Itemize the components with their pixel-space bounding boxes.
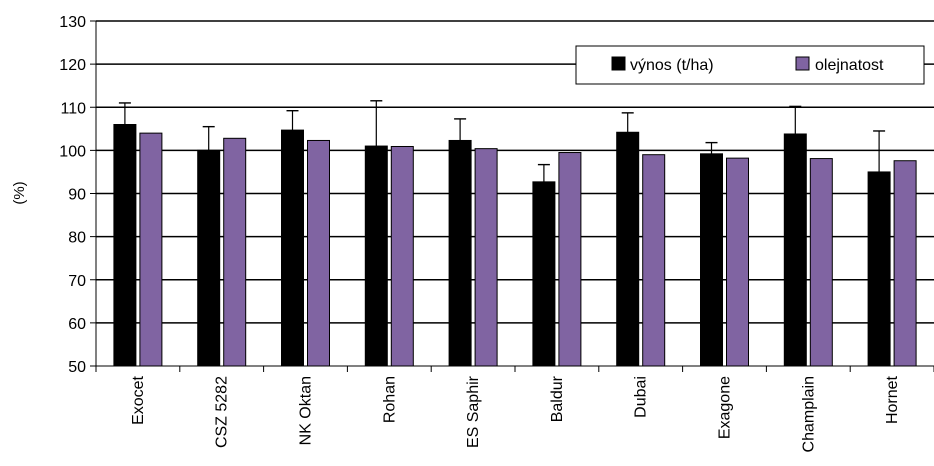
bar-vynos: [616, 131, 640, 367]
bar-vynos: [364, 145, 388, 367]
legend-box: [575, 45, 925, 85]
y-tick-label: 50: [68, 359, 86, 376]
x-tick-label: Hornet: [884, 375, 901, 424]
y-tick-label: 130: [59, 14, 86, 31]
bar-vynos: [532, 181, 556, 367]
x-tick-label: Dubai: [633, 376, 650, 418]
bar-vynos: [700, 153, 723, 367]
bar-olejnatost: [893, 160, 917, 367]
axes: [90, 20, 934, 372]
x-tick-label: ES Saphir: [465, 375, 482, 448]
y-tick-label: 80: [68, 230, 86, 247]
bar-olejnatost: [390, 145, 414, 367]
bar-vynos: [113, 124, 137, 367]
bars: [113, 100, 917, 367]
y-axis-label: (%): [11, 181, 28, 204]
y-tick-label: 100: [59, 143, 86, 160]
bar-olejnatost: [642, 154, 666, 367]
bar-olejnatost: [726, 157, 749, 367]
y-tick-label: 60: [68, 316, 86, 333]
legend-label-vynos: výnos (t/ha): [630, 57, 714, 74]
tick-labels: 50 60 70 80 90 100 110 120 130 Exocet CSZ 5282 NK O…: [59, 14, 901, 452]
bar-olejnatost: [809, 158, 833, 367]
x-tick-label: CSZ 5282: [214, 376, 231, 448]
bar-olejnatost: [307, 139, 330, 367]
bar-olejnatost: [474, 148, 498, 367]
x-tick-label: NK Oktan: [298, 376, 315, 445]
x-tick-label: Exagone: [717, 376, 734, 439]
bar-vynos: [448, 139, 472, 367]
bar-vynos: [281, 129, 304, 367]
x-tick-label: Exocet: [130, 375, 147, 424]
bar-olejnatost: [223, 137, 247, 367]
bar-vynos: [197, 149, 221, 367]
y-tick-label: 70: [68, 273, 86, 290]
legend-label-olejnatost: olejnatost: [815, 57, 884, 74]
legend-swatch-vynos: [611, 56, 626, 71]
y-tick-label: 110: [60, 100, 86, 117]
bar-olejnatost: [558, 152, 582, 367]
bar-vynos: [783, 133, 807, 367]
legend-swatch-olejnatost: [795, 56, 810, 71]
bar-olejnatost: [139, 132, 163, 367]
legend: výnos (t/ha) olejnatost: [575, 45, 925, 85]
x-tick-label: Baldur: [549, 375, 566, 422]
bar-vynos: [867, 171, 891, 367]
x-tick-label: Champlain: [800, 376, 817, 452]
y-tick-label: 120: [59, 57, 86, 74]
x-tick-label: Rohan: [381, 376, 398, 423]
y-tick-label: 90: [68, 187, 86, 204]
